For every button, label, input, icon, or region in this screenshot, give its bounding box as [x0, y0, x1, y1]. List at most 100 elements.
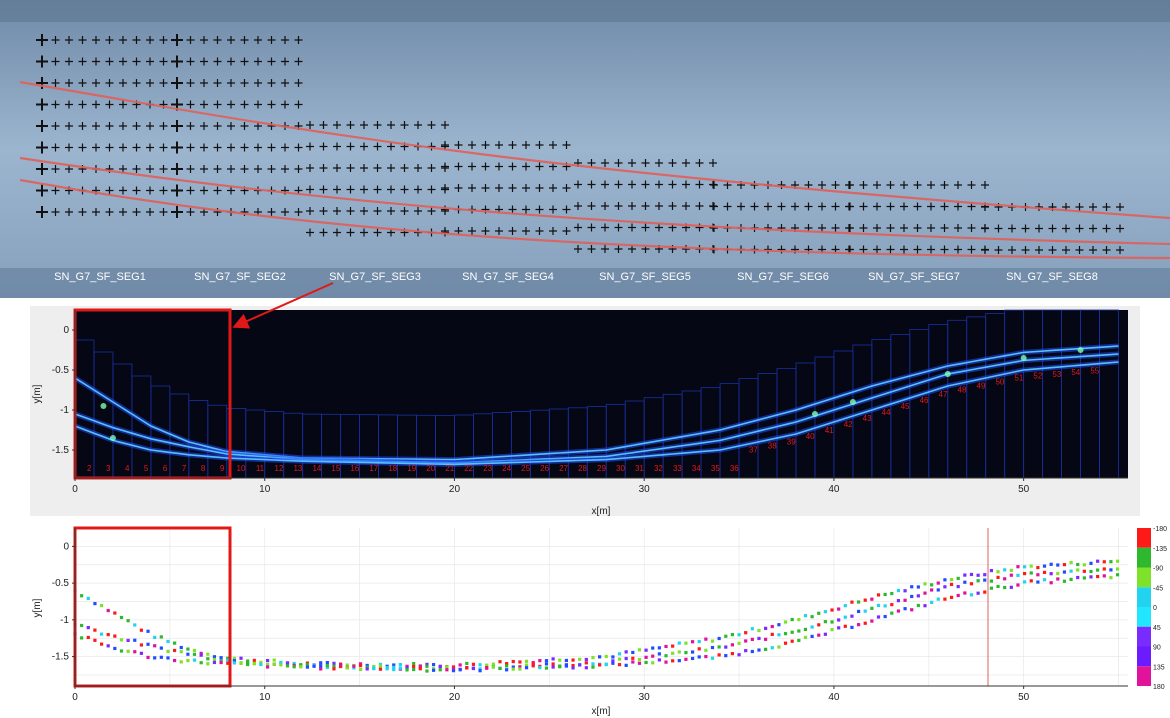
cross-marker: [587, 223, 596, 232]
phase-point: [903, 607, 907, 611]
cross-marker: [294, 36, 303, 44]
phase-point: [1036, 565, 1040, 570]
cell-number: 21: [445, 464, 454, 473]
phase-point: [783, 620, 788, 624]
phase-point: [611, 659, 615, 663]
phase-point: [1109, 568, 1113, 572]
cross-marker: [655, 202, 663, 210]
phase-point: [153, 635, 157, 640]
phase-point: [883, 604, 887, 608]
cross-marker: [1048, 224, 1057, 233]
cross-marker: [468, 141, 476, 149]
phase-point: [431, 663, 436, 667]
phase-point: [770, 646, 774, 650]
cross-marker: [213, 186, 222, 195]
cross-marker: [92, 122, 100, 130]
cross-marker: [682, 202, 690, 210]
cross-marker: [92, 100, 100, 109]
phase-point: [425, 664, 429, 668]
phase-point: [279, 660, 283, 665]
phase-point: [438, 668, 442, 672]
phase-point: [325, 664, 329, 668]
cross-marker: [859, 224, 868, 232]
phase-point: [770, 624, 774, 629]
phase-point: [843, 624, 847, 628]
cross-marker: [535, 205, 544, 214]
phase-point: [465, 661, 469, 666]
cross-marker: [859, 245, 868, 254]
phase-point: [478, 667, 482, 671]
phase-point: [730, 632, 735, 637]
phase-point: [1096, 574, 1100, 579]
phase-point: [113, 611, 117, 615]
cross-marker: [414, 164, 422, 172]
cross-marker: [641, 159, 650, 167]
cell-number: 20: [426, 464, 435, 473]
phase-point: [212, 655, 217, 659]
cross-marker: [186, 186, 195, 195]
cross-marker: [1075, 224, 1084, 233]
phase-point: [949, 595, 954, 599]
phase-point: [106, 608, 110, 613]
heatmap-hotspot: [1020, 355, 1027, 361]
cross-marker: [319, 121, 328, 129]
phase-point: [358, 667, 363, 672]
phase-point: [153, 644, 157, 648]
phase-point: [1029, 579, 1033, 583]
phase-point: [777, 633, 781, 637]
cell-number: 24: [502, 464, 511, 473]
segment-labels: SN_G7_SF_SEG1 SN_G7_SF_SEG2 SN_G7_SF_SEG3 S…: [54, 271, 1098, 283]
cross-marker: [913, 202, 922, 211]
cross-marker: [414, 185, 422, 194]
cross-marker: [346, 164, 355, 172]
phase-point: [757, 648, 761, 652]
cell-number: 54: [1071, 368, 1080, 377]
phase-point: [1022, 565, 1027, 569]
phase-point: [285, 661, 290, 665]
cross-marker: [186, 122, 195, 130]
phase-point: [930, 583, 934, 587]
cross-marker: [614, 223, 623, 232]
phase-point: [259, 660, 263, 664]
cross-marker: [186, 143, 195, 152]
phase-point: [246, 662, 250, 667]
cross-marker: [306, 207, 314, 215]
cross-marker: [171, 34, 183, 46]
phase-point: [1062, 570, 1067, 574]
phase-point: [671, 644, 675, 648]
cell-number: 41: [825, 426, 834, 435]
phase-point: [830, 608, 834, 612]
cross-marker: [427, 121, 436, 129]
phase-point: [943, 585, 947, 589]
phase-point: [976, 573, 980, 577]
x-tick-label: 20: [449, 484, 461, 495]
cell-number: 13: [293, 464, 302, 473]
cross-marker: [240, 208, 249, 216]
cell-number: 46: [920, 396, 929, 405]
phase-point: [963, 573, 967, 577]
cross-marker: [373, 228, 382, 237]
phase-point: [1115, 567, 1120, 571]
phase-point: [1096, 568, 1100, 572]
x-tick-label: 20: [449, 692, 461, 703]
phase-point: [179, 650, 183, 654]
phase-point: [837, 626, 841, 630]
colorbar-tick-label: -135: [1153, 546, 1167, 553]
phase-point: [651, 661, 655, 665]
cross-marker: [306, 164, 314, 172]
cross-marker: [294, 79, 303, 87]
cell-number: 4: [125, 464, 130, 473]
phase-point: [651, 646, 655, 650]
cell-number: 3: [106, 464, 111, 473]
cross-marker: [818, 181, 826, 189]
cross-marker: [414, 207, 422, 215]
cross-marker: [791, 202, 799, 211]
cross-marker: [873, 224, 881, 232]
cross-marker: [522, 162, 530, 171]
cell-number: 35: [711, 464, 720, 473]
cross-marker: [36, 77, 48, 89]
phase-point: [471, 666, 476, 671]
cross-marker: [655, 180, 663, 189]
cross-marker: [682, 245, 690, 253]
phase-point: [856, 623, 861, 627]
